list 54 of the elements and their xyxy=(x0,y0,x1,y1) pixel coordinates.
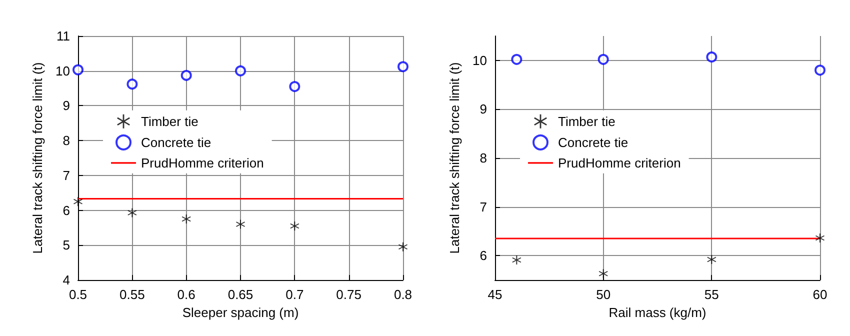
point xyxy=(126,78,138,90)
point xyxy=(74,197,82,206)
point xyxy=(289,81,300,92)
y-axis-title: Lateral track shifting force limit (t) xyxy=(447,62,462,254)
y-tick-label: 5 xyxy=(62,238,70,253)
point xyxy=(398,61,408,72)
point xyxy=(398,242,408,252)
legend-label: PrudHomme criterion xyxy=(558,155,681,170)
legend-label: Timber tie xyxy=(141,114,198,129)
point xyxy=(180,70,192,81)
y-tick-label: 6 xyxy=(480,248,487,264)
y-tick-label: 8 xyxy=(62,133,70,148)
x-tick-label: 0.5 xyxy=(68,287,88,302)
legend-label: PrudHomme criterion xyxy=(141,155,264,170)
point xyxy=(511,54,522,65)
point xyxy=(816,234,824,243)
point xyxy=(512,255,522,264)
y-tick-label: 9 xyxy=(480,102,487,117)
y-tick-label: 8 xyxy=(480,150,487,166)
x-tick-label: 50 xyxy=(596,287,611,302)
point xyxy=(72,64,84,76)
point xyxy=(236,220,245,229)
legend-label: Concrete tie xyxy=(558,134,628,150)
point xyxy=(707,255,716,264)
legend-label: Timber tie xyxy=(558,114,616,129)
x-tick-label: 0.8 xyxy=(394,287,412,302)
y-tick-label: 9 xyxy=(62,98,70,114)
point xyxy=(706,51,718,62)
x-tick-label: 0.65 xyxy=(228,287,254,302)
point xyxy=(182,214,191,224)
point xyxy=(598,54,609,65)
x-tick-label: 60 xyxy=(812,287,828,302)
y-axis-title: Lateral track shifting force limit (t) xyxy=(30,62,45,254)
y-tick-label: 7 xyxy=(62,168,70,183)
x-tick-label: 0.75 xyxy=(336,287,362,302)
x-axis-title: Sleeper spacing (m) xyxy=(182,304,299,320)
point xyxy=(128,208,137,218)
x-axis-title: Rail mass (kg/m) xyxy=(608,304,706,320)
y-tick-label: 6 xyxy=(62,202,70,218)
y-tick-label: 11 xyxy=(56,28,70,44)
point xyxy=(290,221,300,230)
x-tick-label: 0.6 xyxy=(177,287,196,302)
legend-label: Concrete tie xyxy=(141,134,212,150)
point xyxy=(598,269,608,278)
x-tick-label: 55 xyxy=(704,287,719,302)
y-tick-label: 10 xyxy=(472,52,487,68)
y-tick-label: 7 xyxy=(480,199,487,214)
point xyxy=(814,64,826,76)
x-tick-label: 45 xyxy=(488,287,502,302)
x-tick-label: 0.55 xyxy=(120,287,145,302)
y-tick-label: 10 xyxy=(56,63,70,78)
x-tick-label: 0.7 xyxy=(286,287,304,302)
point xyxy=(235,65,246,76)
y-tick-label: 4 xyxy=(62,272,70,288)
